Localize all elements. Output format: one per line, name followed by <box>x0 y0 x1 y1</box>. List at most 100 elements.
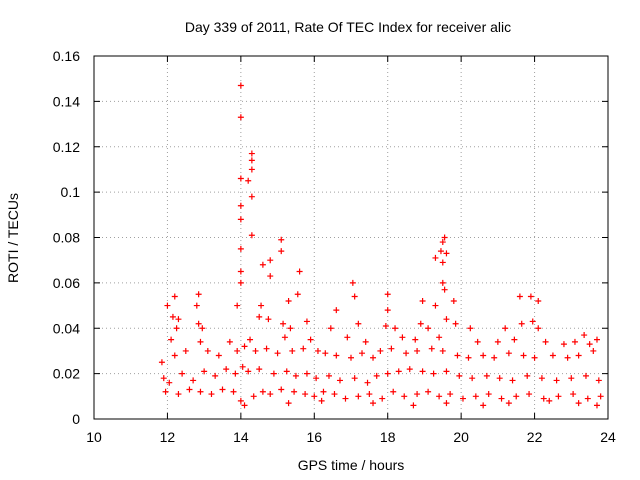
data-point <box>232 370 239 377</box>
data-point <box>186 386 193 393</box>
data-point <box>520 352 527 359</box>
data-point <box>516 293 523 300</box>
grid-lines <box>94 56 608 419</box>
data-point <box>278 386 285 393</box>
data-point <box>593 402 600 409</box>
data-point <box>412 336 419 343</box>
data-point <box>179 370 186 377</box>
data-point <box>555 393 562 400</box>
data-point <box>496 375 503 382</box>
x-tick-label: 22 <box>527 429 543 445</box>
data-point <box>529 318 536 325</box>
data-point <box>395 368 402 375</box>
data-point <box>300 345 307 352</box>
y-tick-labels: 0 0.02 0.04 0.06 0.08 0.1 0.12 0.14 0.16 <box>53 48 80 427</box>
data-point <box>450 298 457 305</box>
data-point <box>456 372 463 379</box>
data-point <box>570 391 577 398</box>
data-point <box>436 393 443 400</box>
data-point <box>248 232 255 239</box>
y-tick-label: 0.12 <box>53 139 80 155</box>
data-point <box>498 395 505 402</box>
data-point <box>575 352 582 359</box>
data-point <box>441 234 448 241</box>
data-point <box>173 325 180 332</box>
data-point <box>195 320 202 327</box>
data-point <box>437 248 444 255</box>
data-point <box>417 320 424 327</box>
data-point <box>384 291 391 298</box>
data-point <box>248 150 255 157</box>
data-point <box>168 336 175 343</box>
data-point <box>158 359 165 366</box>
data-point <box>597 393 604 400</box>
data-point <box>303 318 310 325</box>
plot-frame <box>93 55 609 420</box>
data-point <box>454 352 461 359</box>
data-point <box>237 175 244 182</box>
data-point <box>175 316 182 323</box>
data-point <box>480 352 487 359</box>
data-point <box>432 302 439 309</box>
data-point <box>546 397 553 404</box>
data-point <box>430 370 437 377</box>
data-point <box>474 338 481 345</box>
data-point <box>162 388 169 395</box>
data-point <box>452 320 459 327</box>
data-point <box>414 391 421 398</box>
data-point <box>568 375 575 382</box>
data-point <box>373 372 380 379</box>
data-point <box>355 393 362 400</box>
data-point <box>443 250 450 257</box>
data-point <box>166 379 173 386</box>
data-point <box>265 316 272 323</box>
data-point <box>465 354 472 361</box>
data-point <box>237 279 244 286</box>
data-point <box>595 377 602 384</box>
y-tick-label: 0.06 <box>53 275 80 291</box>
data-point <box>292 372 299 379</box>
data-point <box>584 395 591 402</box>
data-point <box>439 279 446 286</box>
data-point <box>439 239 446 246</box>
data-point <box>247 336 254 343</box>
data-point <box>553 377 560 384</box>
data-point <box>333 307 340 314</box>
data-point <box>171 352 178 359</box>
data-point <box>560 341 567 348</box>
data-point <box>564 354 571 361</box>
data-point <box>164 302 171 309</box>
data-point <box>432 254 439 261</box>
data-point <box>278 236 285 243</box>
data-point <box>441 286 448 293</box>
data-point <box>511 336 518 343</box>
data-point <box>245 368 252 375</box>
data-point <box>390 388 397 395</box>
data-point <box>283 368 290 375</box>
x-tick-label: 18 <box>380 429 396 445</box>
data-point <box>349 279 356 286</box>
y-tick-label: 0.08 <box>53 230 80 246</box>
data-point <box>311 393 318 400</box>
data-point <box>302 391 309 398</box>
data-point <box>258 302 265 309</box>
data-point <box>505 400 512 407</box>
data-point <box>287 325 294 332</box>
data-point <box>379 395 386 402</box>
data-point <box>241 343 248 350</box>
x-tick-labels: 10 12 14 16 18 20 22 24 <box>86 429 616 445</box>
data-point <box>223 366 230 373</box>
data-point <box>237 245 244 252</box>
data-point <box>388 345 395 352</box>
data-point <box>226 338 233 345</box>
y-axis-label: ROTI / TECUs <box>5 193 21 283</box>
data-point <box>331 391 338 398</box>
data-point <box>259 261 266 268</box>
data-point <box>524 372 531 379</box>
data-point <box>160 375 167 382</box>
data-point <box>195 291 202 298</box>
data-point <box>234 347 241 354</box>
data-point <box>483 372 490 379</box>
data-point <box>285 400 292 407</box>
data-point <box>399 334 406 341</box>
